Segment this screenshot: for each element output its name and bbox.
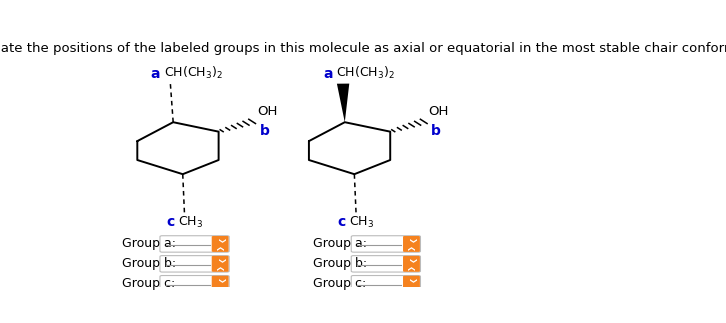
Text: CH(CH$_3$)$_2$: CH(CH$_3$)$_2$ xyxy=(163,65,222,81)
FancyBboxPatch shape xyxy=(351,255,420,272)
Text: ❯: ❯ xyxy=(408,238,415,244)
FancyBboxPatch shape xyxy=(212,256,229,272)
Text: CH$_3$: CH$_3$ xyxy=(349,215,375,230)
Text: ❯: ❯ xyxy=(216,264,224,270)
FancyBboxPatch shape xyxy=(160,236,229,252)
Text: CH(CH$_3$)$_2$: CH(CH$_3$)$_2$ xyxy=(336,65,395,81)
FancyBboxPatch shape xyxy=(160,255,229,272)
Text: ❯: ❯ xyxy=(216,278,224,284)
Text: ❯: ❯ xyxy=(216,284,224,290)
Polygon shape xyxy=(337,84,349,122)
FancyBboxPatch shape xyxy=(160,276,229,292)
FancyBboxPatch shape xyxy=(351,276,420,292)
Text: ❯: ❯ xyxy=(408,244,415,250)
Text: ❯: ❯ xyxy=(408,284,415,290)
Text: Group c:: Group c: xyxy=(122,277,175,290)
FancyBboxPatch shape xyxy=(351,236,420,252)
FancyBboxPatch shape xyxy=(212,276,229,292)
Text: ❯: ❯ xyxy=(216,258,224,264)
FancyBboxPatch shape xyxy=(403,276,420,292)
FancyBboxPatch shape xyxy=(212,236,229,252)
Text: Group b:: Group b: xyxy=(122,257,176,270)
Text: Group a:: Group a: xyxy=(313,237,367,250)
Text: ❯: ❯ xyxy=(216,238,224,244)
Text: Group b:: Group b: xyxy=(313,257,367,270)
Text: b: b xyxy=(260,124,269,138)
Text: a: a xyxy=(151,67,160,81)
FancyBboxPatch shape xyxy=(403,236,420,252)
Text: c: c xyxy=(338,215,346,229)
FancyBboxPatch shape xyxy=(403,256,420,272)
Text: CH$_3$: CH$_3$ xyxy=(178,215,203,230)
Text: ❯: ❯ xyxy=(408,278,415,284)
Text: ❯: ❯ xyxy=(216,244,224,250)
Text: OH: OH xyxy=(257,106,277,119)
Text: ❯: ❯ xyxy=(408,264,415,270)
Text: Group a:: Group a: xyxy=(122,237,176,250)
Text: OH: OH xyxy=(428,106,449,119)
Text: b: b xyxy=(431,124,441,138)
Text: ❯: ❯ xyxy=(408,258,415,264)
Text: Indicate the positions of the labeled groups in this molecule as axial or equato: Indicate the positions of the labeled gr… xyxy=(0,43,726,56)
Text: Group c:: Group c: xyxy=(313,277,366,290)
Text: c: c xyxy=(166,215,174,229)
Text: a: a xyxy=(324,67,333,81)
